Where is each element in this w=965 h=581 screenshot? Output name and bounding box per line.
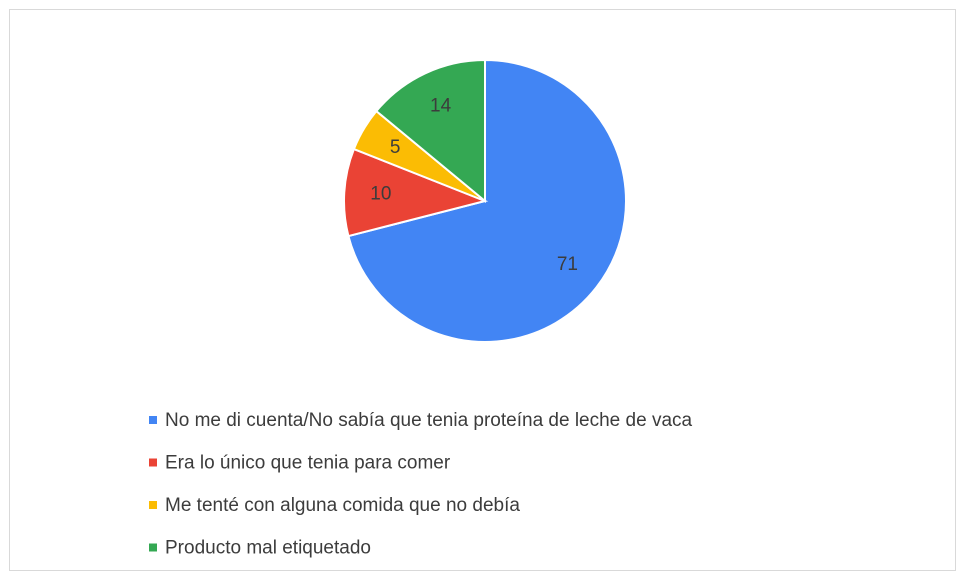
data-label: 71 bbox=[557, 254, 578, 275]
legend-marker bbox=[149, 543, 157, 552]
data-label: 10 bbox=[370, 183, 391, 204]
legend-label: Producto mal etiquetado bbox=[165, 538, 371, 559]
legend-marker bbox=[149, 501, 157, 509]
legend-label: Era lo único que tenia para comer bbox=[165, 453, 451, 474]
legend-marker bbox=[149, 416, 157, 424]
pie-slice bbox=[374, 58, 486, 204]
pie-slice bbox=[343, 147, 489, 238]
data-label: 5 bbox=[390, 137, 401, 158]
data-label: 14 bbox=[430, 96, 452, 117]
legend-marker bbox=[149, 458, 157, 467]
legend-label: No me di cuenta/No sabía que tenia prote… bbox=[165, 410, 693, 431]
legend-label: Me tenté con alguna comida que no debía bbox=[165, 495, 520, 516]
